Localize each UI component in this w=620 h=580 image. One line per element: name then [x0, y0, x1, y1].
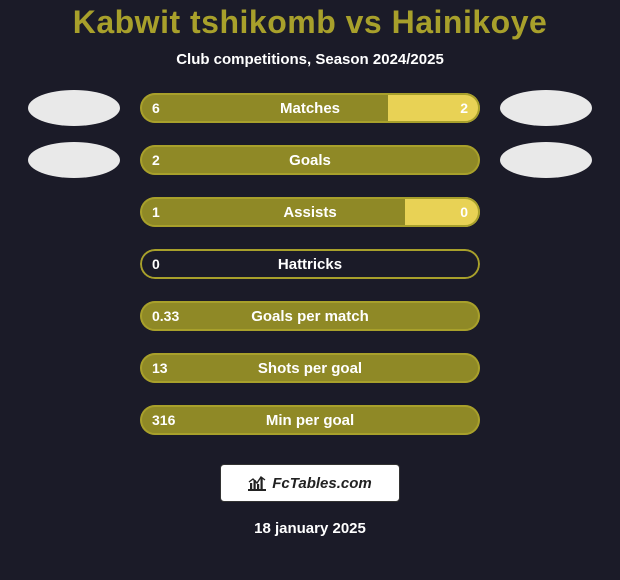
stat-value-left: 316 [152, 405, 175, 435]
stat-row: Goals2 [0, 142, 620, 178]
stat-value-left: 1 [152, 197, 160, 227]
stat-label: Hattricks [140, 249, 480, 279]
stat-bar: Assists1 0 [140, 197, 480, 227]
page-subtitle: Club competitions, Season 2024/2025 [176, 51, 444, 68]
stat-bar: Matches6 2 [140, 93, 480, 123]
date-label: 18 january 2025 [254, 520, 366, 537]
stat-value-left: 2 [152, 145, 160, 175]
stat-value-right: 2 [460, 93, 468, 123]
stat-label: Shots per goal [140, 353, 480, 383]
stat-bar: Min per goal316 [140, 405, 480, 435]
stat-label: Min per goal [140, 405, 480, 435]
stat-row: Min per goal316 [0, 402, 620, 438]
stat-row: Hattricks0 [0, 246, 620, 282]
player-avatar-left [28, 142, 120, 178]
stat-bar: Shots per goal13 [140, 353, 480, 383]
stat-value-left: 0.33 [152, 301, 179, 331]
stat-label: Goals [140, 145, 480, 175]
comparison-card: Kabwit tshikomb vs Hainikoye Club compet… [0, 0, 620, 580]
stat-row: Assists1 0 [0, 194, 620, 230]
source-badge[interactable]: FcTables.com [220, 464, 400, 502]
player-avatar-right [500, 142, 592, 178]
page-title: Kabwit tshikomb vs Hainikoye [73, 4, 548, 41]
chart-icon [248, 475, 266, 491]
stat-value-left: 13 [152, 353, 168, 383]
player-avatar-right [500, 90, 592, 126]
stat-label: Matches [140, 93, 480, 123]
stat-rows: Matches62Goals2Assists10Hattricks0Goals … [0, 90, 620, 438]
stat-label: Assists [140, 197, 480, 227]
stat-value-left: 6 [152, 93, 160, 123]
player-avatar-left [28, 90, 120, 126]
stat-row: Matches6 2 [0, 90, 620, 126]
stat-bar: Goals2 [140, 145, 480, 175]
stat-value-left: 0 [152, 249, 160, 279]
stat-bar: Hattricks0 [140, 249, 480, 279]
stat-value-right: 0 [460, 197, 468, 227]
stat-row: Goals per match0.33 [0, 298, 620, 334]
stat-row: Shots per goal13 [0, 350, 620, 386]
stat-label: Goals per match [140, 301, 480, 331]
source-badge-text: FcTables.com [272, 475, 371, 492]
stat-bar: Goals per match0.33 [140, 301, 480, 331]
